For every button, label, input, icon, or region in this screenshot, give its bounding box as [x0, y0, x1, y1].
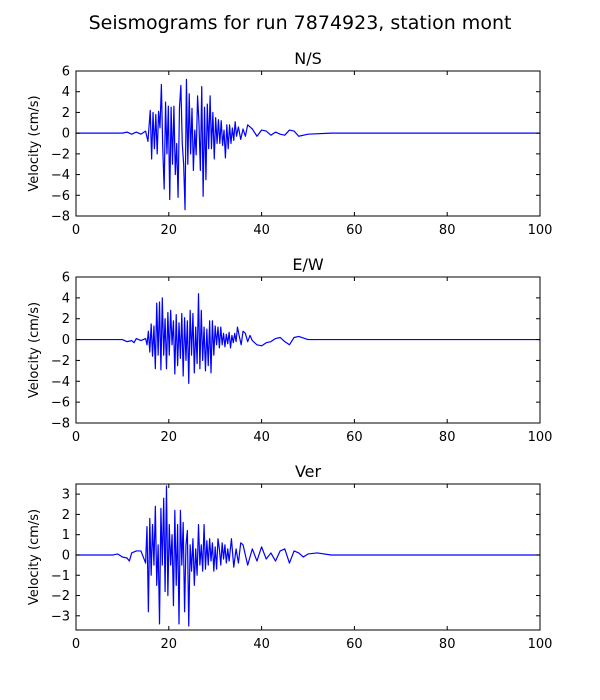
velocity-trace: [76, 78, 540, 211]
x-tick-label: 80: [439, 223, 456, 238]
x-tick-label: 0: [72, 223, 80, 238]
figure-title: Seismograms for run 7874923, station mon…: [89, 12, 512, 34]
y-tick-label: 2: [62, 508, 70, 523]
x-tick-label: 40: [253, 430, 270, 445]
y-axis-label: Velocity (cm/s): [27, 509, 42, 605]
x-tick-label: 40: [253, 637, 270, 652]
y-tick-label: 1: [62, 528, 70, 543]
y-tick-label: 0: [62, 333, 70, 348]
y-tick-label: 4: [62, 85, 70, 100]
y-axis-label: Velocity (cm/s): [27, 95, 42, 191]
y-tick-label: −4: [51, 168, 70, 183]
y-tick-label: 2: [62, 106, 70, 121]
y-tick-label: −2: [51, 354, 70, 369]
x-tick-label: 20: [161, 430, 178, 445]
velocity-trace: [76, 293, 540, 384]
plot-frame: [75, 483, 541, 631]
plot-frame: [75, 276, 541, 424]
velocity-trace: [76, 485, 540, 627]
panel-3: Ver 0 20 40 60 80 100 −3 −2 −1 0 1 2 3 Velocity (cm/s): [27, 462, 552, 652]
y-tick-label: −8: [51, 210, 70, 225]
y-tick-label: 4: [62, 291, 70, 306]
y-tick-label: −1: [51, 569, 70, 584]
x-tick-label: 20: [161, 637, 178, 652]
x-tick-label: 80: [439, 430, 456, 445]
y-tick-label: 6: [62, 65, 70, 80]
y-tick-label: −3: [51, 609, 70, 624]
x-tick-label: 60: [346, 223, 363, 238]
y-tick-label: 0: [62, 127, 70, 142]
y-tick-label: −2: [51, 589, 70, 604]
y-tick-label: 2: [62, 312, 70, 327]
panel-title: N/S: [294, 49, 322, 68]
y-tick-label: −6: [51, 189, 70, 204]
plot-frame: [75, 70, 541, 217]
panel-2: E/W 0 20 40 60 80 100 −8 −6 −4 −2 0 2 4 6 Velocity (cm/…: [27, 255, 552, 445]
x-tick-label: 0: [72, 637, 80, 652]
y-tick-label: −2: [51, 147, 70, 162]
y-tick-label: −4: [51, 375, 70, 390]
panel-1: N/S 0 20 40 60 80 100 −8 −6 −4 −2 0 2 4 6 Velocity (cm/…: [27, 49, 552, 238]
y-tick-label: −6: [51, 396, 70, 411]
x-tick-label: 0: [72, 430, 80, 445]
y-tick-label: 6: [62, 271, 70, 286]
panel-title: Ver: [295, 462, 322, 481]
x-tick-label: 80: [439, 637, 456, 652]
y-tick-label: 0: [62, 548, 70, 563]
x-tick-label: 60: [346, 637, 363, 652]
x-tick-label: 20: [161, 223, 178, 238]
panel-title: E/W: [292, 255, 324, 274]
y-tick-label: −8: [51, 417, 70, 432]
x-tick-label: 100: [528, 637, 553, 652]
x-tick-label: 100: [528, 223, 553, 238]
y-tick-label: 3: [62, 488, 70, 503]
y-axis-label: Velocity (cm/s): [27, 302, 42, 398]
x-tick-label: 100: [528, 430, 553, 445]
x-tick-label: 60: [346, 430, 363, 445]
x-tick-label: 40: [253, 223, 270, 238]
